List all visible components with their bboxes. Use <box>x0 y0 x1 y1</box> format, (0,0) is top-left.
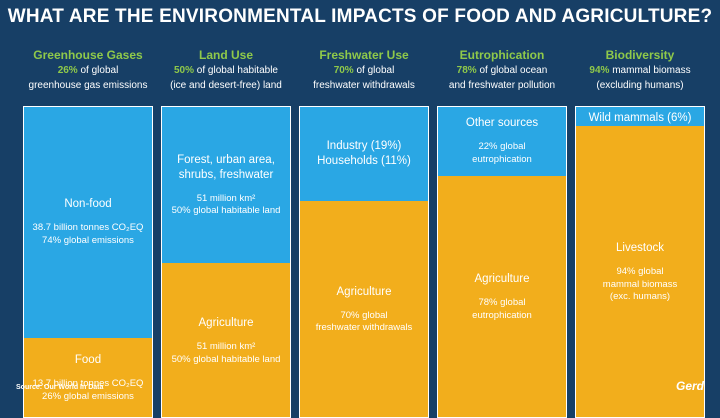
bar-segment: Food 13.7 billion tonnes CO₂EQ 26% global … <box>24 337 152 417</box>
segment-detail: 70% global <box>340 309 388 321</box>
category-header: Eutrophication 78% of global ocean and fre… <box>437 48 567 100</box>
segment-detail: 50% global habitable land <box>171 205 281 216</box>
category-subtitle: 70% of global <box>299 64 429 77</box>
segment-detail: eutrophication <box>472 153 532 165</box>
segment-detail: (exc. humans) <box>609 291 671 303</box>
page-title: WHAT ARE THE ENVIRONMENTAL IMPACTS OF FO… <box>7 6 713 27</box>
category-header: Land Use 50% of global habitable (ice and … <box>161 48 291 100</box>
category-header: Freshwater Use 70% of global freshwater wi… <box>299 48 429 100</box>
category-percent: 78% <box>456 65 477 76</box>
segment-label: Food <box>74 354 102 367</box>
category-subtitle: 78% of global ocean <box>437 64 567 77</box>
category-percent: 94% <box>589 65 610 76</box>
category-subtitle-line2: (ice and desert-free) land <box>170 80 282 91</box>
category-subtitle-line2: greenhouse gas emissions <box>28 80 148 91</box>
category-subtitle-text: mammal biomass <box>609 65 691 76</box>
bar-segment: Agriculture 70% global freshwater withdraw… <box>300 200 428 417</box>
category-column: Greenhouse Gases 26% of global greenhouse … <box>23 48 153 418</box>
category-subtitle: 50% of global habitable <box>161 64 291 77</box>
stacked-bar: Industry (19%) Households (11%) Agricultur… <box>299 106 429 418</box>
segment-detail: 50% global habitable land <box>171 353 281 365</box>
category-percent: 70% <box>333 65 354 76</box>
segment-label: Other sources <box>465 117 539 130</box>
segment-detail: eutrophication <box>472 309 532 321</box>
segment-detail: freshwater withdrawals <box>315 322 413 334</box>
category-percent: 26% <box>57 65 78 76</box>
segment-detail: mammal biomass <box>602 278 678 290</box>
category-subtitle-text: of global ocean <box>476 65 548 76</box>
category-subtitle-text: of global <box>77 65 119 76</box>
bar-segment: Other sources 22% global eutrophication <box>438 107 566 176</box>
bar-segment: Livestock 94% global mammal biomass (exc. h… <box>576 125 704 417</box>
segment-label: Agriculture <box>198 317 254 329</box>
category-title: Freshwater Use <box>319 48 409 62</box>
bar-segment: Forest, urban area, shrubs, freshwater 51… <box>162 107 290 263</box>
category-subtitle: 94% mammal biomass <box>575 64 705 77</box>
category-percent: 50% <box>174 65 195 76</box>
segment-detail: 94% global <box>616 266 664 278</box>
category-title: Biodiversity <box>605 48 675 62</box>
category-title: Land Use <box>198 48 253 62</box>
segment-label: Non-food <box>64 198 112 211</box>
stacked-bar: Forest, urban area, shrubs, freshwater 51… <box>161 106 291 418</box>
category-subtitle-line2: (excluding humans) <box>596 80 684 91</box>
stacked-bar: Non-food 38.7 billion tonnes CO₂EQ 74% glo… <box>23 106 153 418</box>
category-header: Biodiversity 94% mammal biomass (excluding… <box>575 48 705 100</box>
category-title: Greenhouse Gases <box>33 48 143 62</box>
stacked-bar: Other sources 22% global eutrophication Agr… <box>437 106 567 418</box>
segment-label: Agriculture <box>336 285 392 298</box>
segment-detail: 78% global <box>478 297 526 309</box>
brand-logo: Gerd <box>675 379 704 393</box>
source-note: Source: Our World In Data <box>16 384 104 391</box>
segment-label: Agriculture <box>474 273 530 286</box>
segment-label: Households (11%) <box>317 154 411 167</box>
category-column: Land Use 50% of global habitable (ice and … <box>161 48 291 418</box>
segment-detail: 13.7 billion tonnes CO₂EQ <box>32 378 144 390</box>
category-subtitle: 26% of global <box>23 64 153 77</box>
segment-detail: 26% global emissions <box>42 390 134 402</box>
segment-label: Wild mammals (6%) <box>588 112 692 124</box>
bar-segment: Non-food 38.7 billion tonnes CO₂EQ 74% glo… <box>24 107 152 338</box>
bar-segment: Agriculture 51 million km² 50% global habi… <box>162 263 290 417</box>
segment-detail: 74% global emissions <box>42 234 134 246</box>
category-subtitle-text: of global habitable <box>194 65 278 76</box>
bar-segment: Agriculture 78% global eutrophication <box>438 175 566 417</box>
stacked-bar: Wild mammals (6%) Livestock 94% global mamm… <box>575 106 705 418</box>
category-subtitle-line2: and freshwater pollution <box>448 80 556 91</box>
category-subtitle-line2: freshwater withdrawals <box>313 80 415 91</box>
category-column: Freshwater Use 70% of global freshwater wi… <box>299 48 429 418</box>
segment-label: Industry (19%) <box>326 139 402 152</box>
segment-detail: 51 million km² <box>196 192 256 204</box>
segment-detail: 22% global <box>478 141 526 153</box>
category-title: Eutrophication <box>459 48 545 62</box>
segment-label: Forest, urban area, shrubs, freshwater <box>177 153 275 181</box>
category-header: Greenhouse Gases 26% of global greenhouse … <box>23 48 153 100</box>
segment-detail: 38.7 billion tonnes CO₂EQ <box>32 222 144 234</box>
category-subtitle-text: of global <box>353 65 395 76</box>
segment-detail: 51 million km² <box>196 341 256 352</box>
bar-segment: Industry (19%) Households (11%) <box>300 107 428 201</box>
bar-segment: Wild mammals (6%) <box>576 107 704 126</box>
category-column: Eutrophication 78% of global ocean and fre… <box>437 48 567 418</box>
category-column: Biodiversity 94% mammal biomass (excluding… <box>575 48 705 418</box>
segment-label: Livestock <box>616 242 664 255</box>
